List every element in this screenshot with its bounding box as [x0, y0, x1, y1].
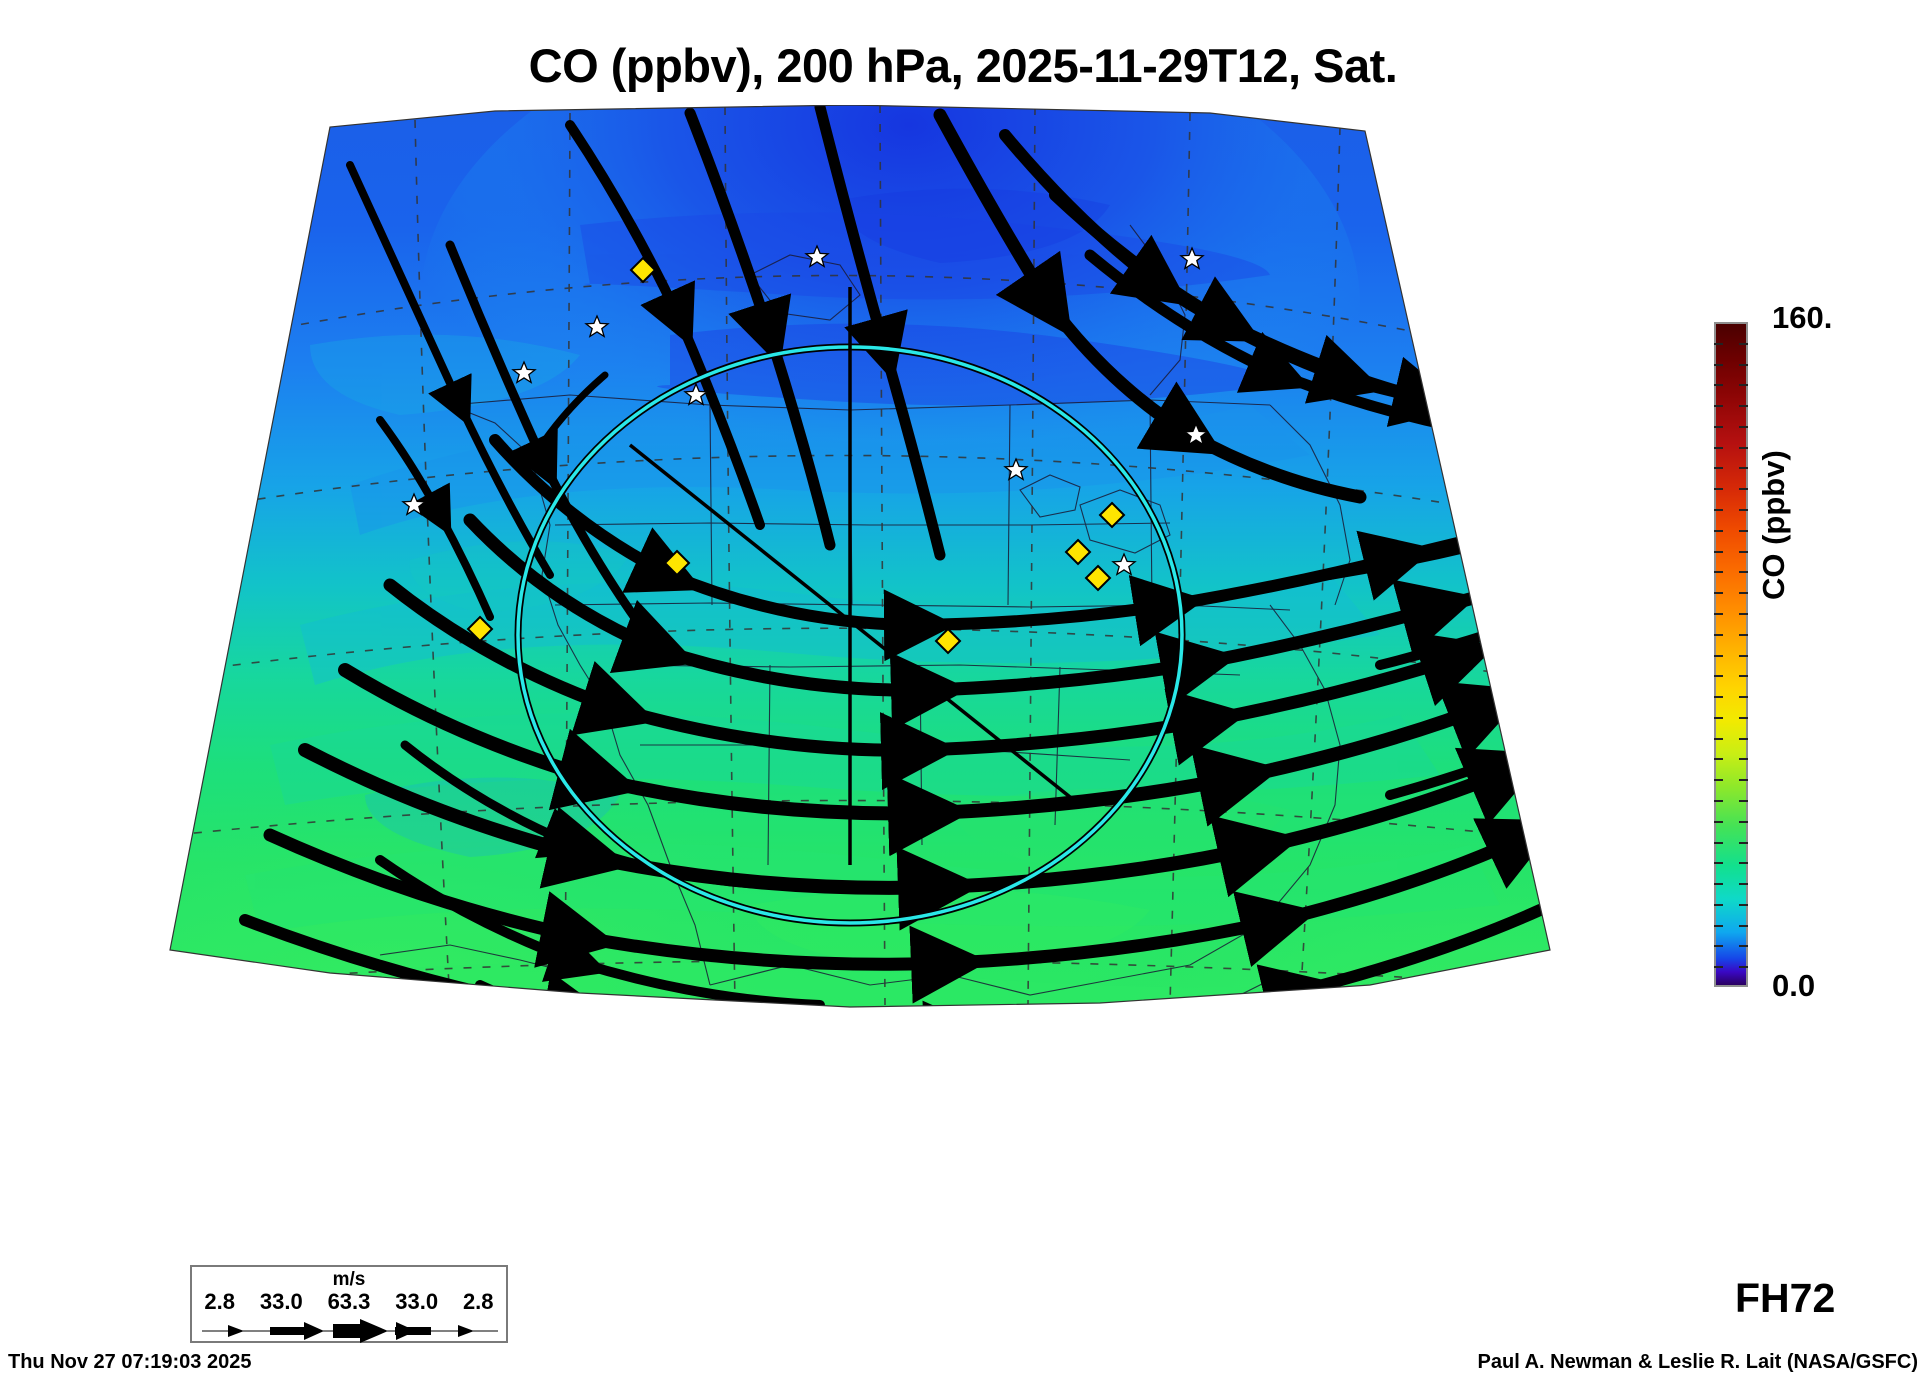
map-plot-area	[150, 105, 1570, 1105]
wind-legend-value-4: 2.8	[462, 1289, 494, 1314]
forecast-hour-label: FH72	[1735, 1275, 1836, 1321]
co-filled-contours	[170, 105, 1550, 1007]
colorbar: 160. 0.0 CO (ppbv)	[1700, 300, 1926, 1020]
wind-speed-legend: m/s 2.8 33.0 63.3 33.0 2.8	[190, 1265, 508, 1343]
generation-timestamp: Thu Nov 27 07:19:03 2025	[8, 1351, 252, 1373]
page-title: CO (ppbv), 200 hPa, 2025-11-29T12, Sat.	[528, 39, 1398, 92]
wind-legend-value-3: 33.0	[395, 1289, 439, 1314]
map-boundary	[169, 105, 1551, 1008]
wind-legend-arrows	[202, 1319, 498, 1343]
author-credit: Paul A. Newman & Leslie R. Lait (NASA/GS…	[1477, 1351, 1918, 1373]
colorbar-axis-label: CO (ppbv)	[1756, 450, 1791, 600]
co-contour-map	[169, 105, 1551, 1008]
colorbar-min-label: 0.0	[1772, 968, 1816, 1003]
wind-legend-value-2: 63.3	[327, 1289, 371, 1314]
wind-legend-units: m/s	[332, 1269, 366, 1290]
colorbar-ticks	[1714, 322, 1748, 987]
wind-legend-value-0: 2.8	[204, 1289, 236, 1314]
crosshair	[628, 287, 1082, 865]
wind-legend-value-1: 33.0	[259, 1289, 303, 1314]
colorbar-max-label: 160.	[1772, 300, 1833, 335]
wind-legend-values: 2.8 33.0 63.3 33.0 2.8	[192, 1289, 506, 1315]
